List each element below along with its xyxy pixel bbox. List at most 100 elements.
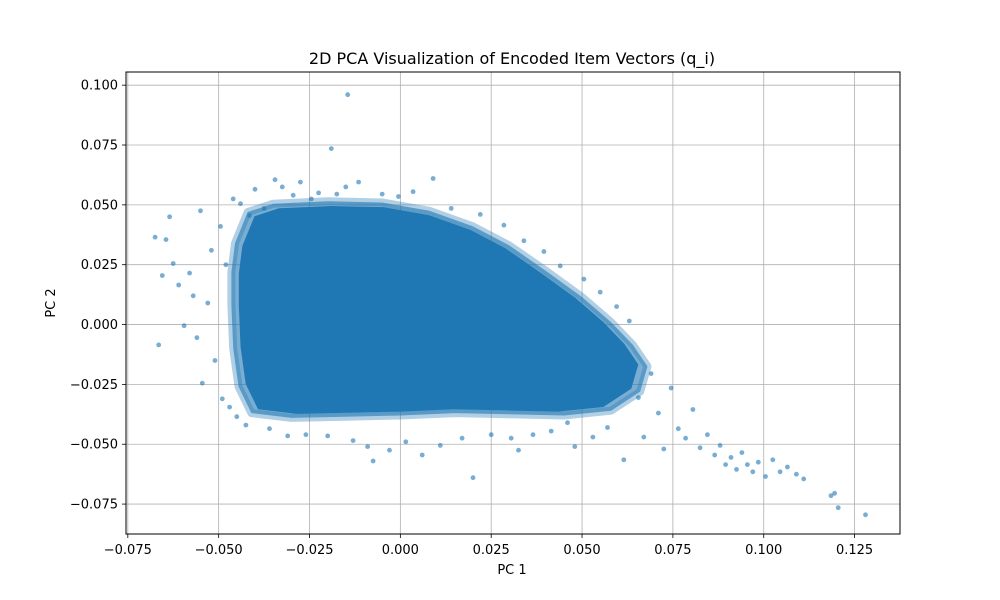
dense-region-core xyxy=(238,205,639,414)
scatter-point xyxy=(521,238,527,244)
scatter-point xyxy=(163,237,169,243)
x-tick-label: 0.075 xyxy=(654,543,691,558)
scatter-point xyxy=(212,358,218,363)
scatter-point xyxy=(370,458,376,464)
scatter-point xyxy=(801,476,807,482)
scatter-point xyxy=(530,432,536,438)
y-tick-label: −0.050 xyxy=(70,438,118,453)
scatter-point xyxy=(430,176,436,181)
y-tick-label: 0.100 xyxy=(81,79,118,94)
scatter-point xyxy=(227,404,233,410)
scatter-point xyxy=(728,455,734,460)
scatter-point xyxy=(279,184,285,190)
scatter-point xyxy=(794,471,799,477)
scatter-point xyxy=(167,214,173,220)
scatter-point xyxy=(365,444,370,449)
scatter-point xyxy=(675,426,681,432)
scatter-point xyxy=(614,304,619,309)
scatter-point xyxy=(308,196,314,202)
scatter-point xyxy=(345,92,351,98)
scatter-point xyxy=(785,464,790,470)
x-tick-label: 0.000 xyxy=(382,543,419,558)
scatter-point xyxy=(209,247,214,253)
scatter-point xyxy=(832,490,837,496)
scatter-point xyxy=(328,146,334,152)
scatter-point xyxy=(557,263,563,269)
x-tick-label: 0.050 xyxy=(563,543,600,558)
scatter-point xyxy=(770,457,776,463)
scatter-point xyxy=(230,196,236,202)
scatter-point xyxy=(238,201,243,207)
scatter-point xyxy=(565,420,570,426)
scatter-point xyxy=(181,323,187,329)
scatter-points xyxy=(152,92,868,518)
scatter-point xyxy=(223,262,229,268)
scatter-point xyxy=(343,184,349,190)
scatter-point xyxy=(234,414,240,420)
scatter-point xyxy=(470,475,476,481)
y-tick-label: 0.075 xyxy=(81,139,118,154)
scatter-point xyxy=(198,208,203,214)
scatter-point xyxy=(605,425,610,430)
scatter-point xyxy=(621,457,627,463)
x-axis-ticks: −0.075 −0.050 −0.025 0.000 0.025 0.050 0.075 0.… xyxy=(104,534,873,558)
scatter-point xyxy=(387,447,392,453)
scatter-point xyxy=(581,276,587,282)
scatter-point xyxy=(290,192,296,198)
scatter-point xyxy=(261,206,267,211)
scatter-point xyxy=(272,177,278,183)
scatter-point xyxy=(379,191,385,197)
scatter-point xyxy=(739,450,745,455)
scatter-point xyxy=(190,293,196,299)
scatter-point xyxy=(705,432,710,438)
scatter-point xyxy=(661,446,667,452)
scatter-point xyxy=(835,505,841,511)
x-tick-label: 0.125 xyxy=(836,543,873,558)
scatter-point xyxy=(205,300,211,306)
scatter-point xyxy=(712,452,718,458)
scatter-point xyxy=(356,179,361,185)
scatter-point xyxy=(303,432,309,438)
scatter-point xyxy=(734,467,739,472)
scatter-point xyxy=(508,435,514,441)
scatter-point xyxy=(641,434,647,440)
scatter-point xyxy=(636,395,641,400)
scatter-point xyxy=(777,469,783,475)
scatter-point xyxy=(590,434,596,440)
scatter-point xyxy=(572,444,578,449)
scatter-point xyxy=(298,179,303,185)
scatter-point xyxy=(745,462,750,467)
y-tick-label: 0.050 xyxy=(81,198,118,213)
scatter-point xyxy=(247,213,252,219)
x-axis-label: PC 1 xyxy=(497,563,526,578)
scatter-point xyxy=(648,371,654,376)
scatter-point xyxy=(285,433,291,439)
scatter-point xyxy=(396,194,401,199)
scatter-point xyxy=(176,282,182,288)
scatter-point xyxy=(334,191,340,197)
scatter-point xyxy=(516,447,521,453)
scatter-point xyxy=(459,435,465,441)
scatter-point xyxy=(219,396,225,402)
chart-title: 2D PCA Visualization of Encoded Item Vec… xyxy=(309,49,715,69)
scatter-point xyxy=(828,493,834,499)
scatter-point xyxy=(403,439,409,445)
scatter-point xyxy=(548,428,554,434)
scatter-point xyxy=(267,426,272,432)
scatter-point xyxy=(325,433,331,439)
point-cloud xyxy=(227,197,652,422)
scatter-point xyxy=(187,270,193,276)
scatter-point xyxy=(697,445,703,451)
scatter-point xyxy=(501,222,507,228)
scatter-point xyxy=(750,469,756,475)
scatter-point xyxy=(656,410,661,416)
y-axis-label: PC 2 xyxy=(44,288,59,317)
scatter-point xyxy=(152,234,158,240)
scatter-point xyxy=(723,462,728,467)
x-tick-label: −0.050 xyxy=(195,543,243,558)
scatter-point xyxy=(170,261,176,266)
x-tick-label: −0.075 xyxy=(104,543,152,558)
scatter-point xyxy=(626,318,632,324)
scatter-point xyxy=(448,206,454,211)
